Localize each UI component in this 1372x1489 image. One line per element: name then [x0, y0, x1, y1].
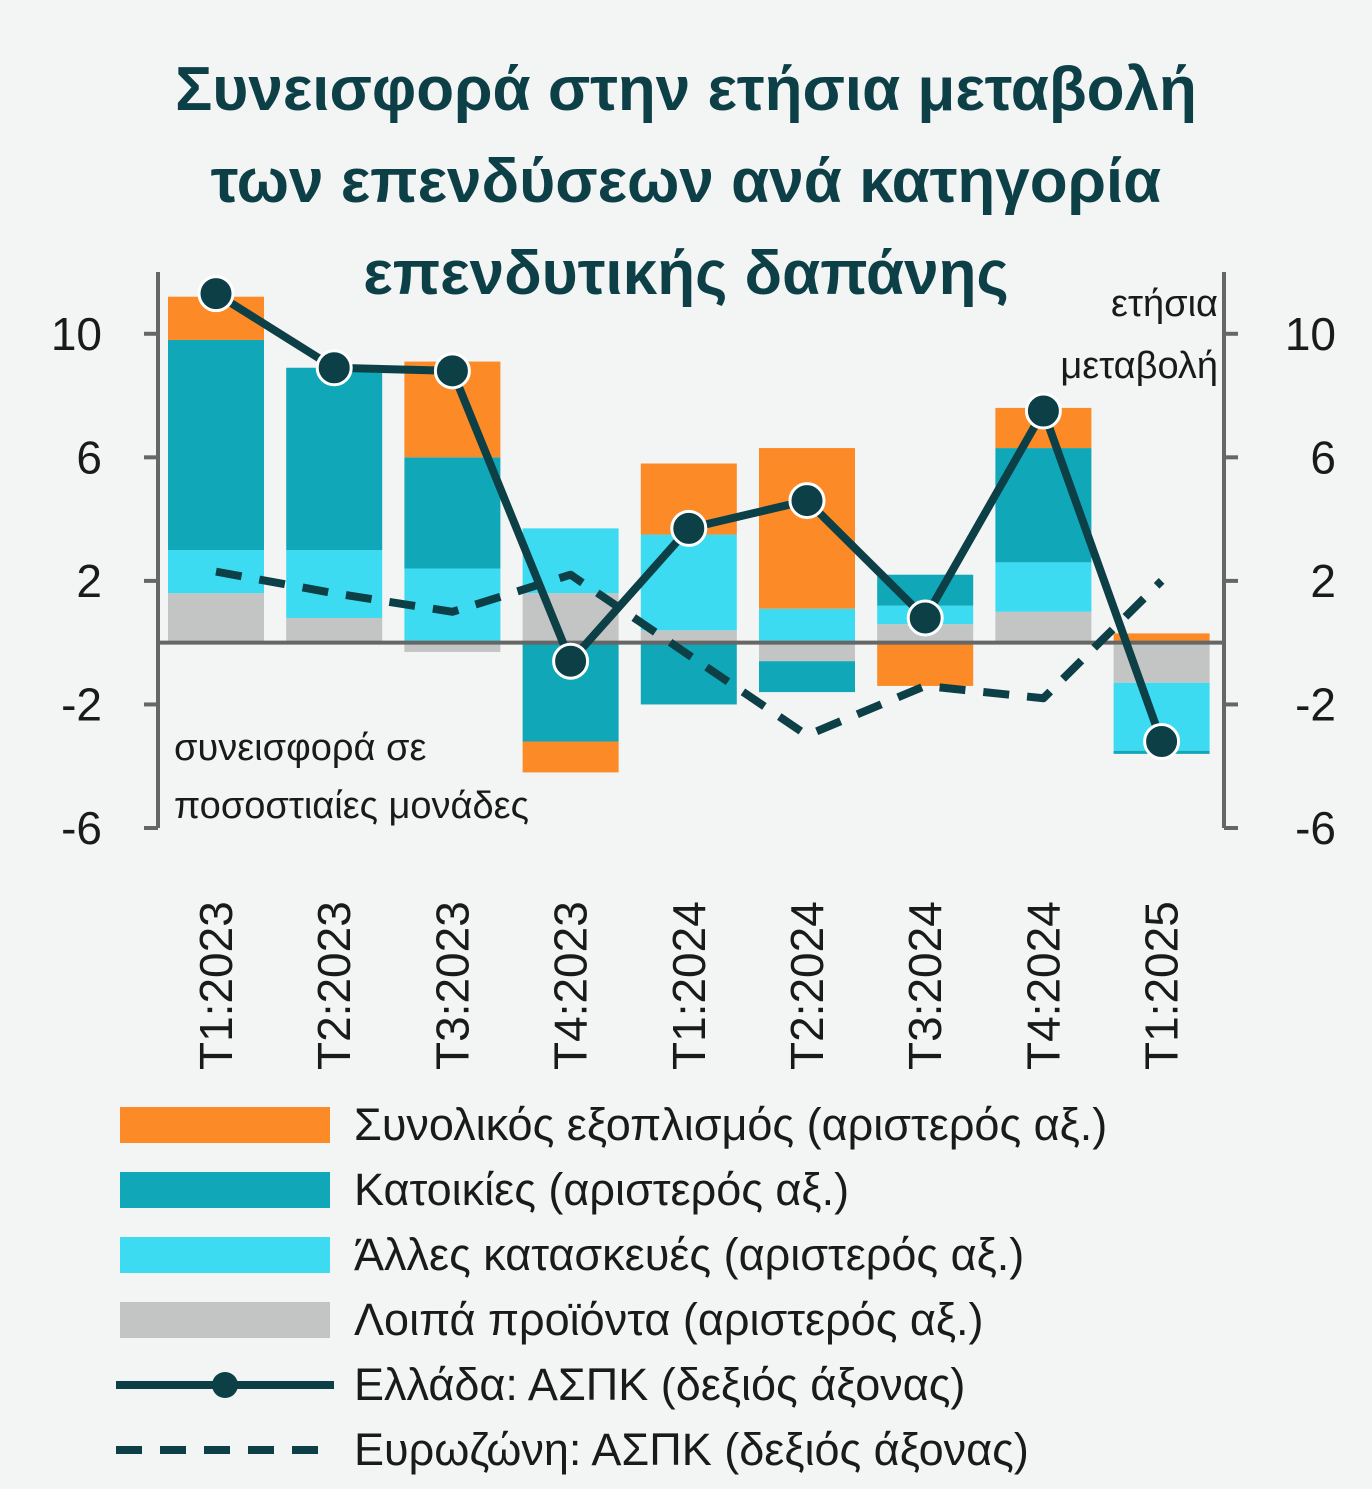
- legend-label-euro-line: Ευρωζώνη: ΑΣΠΚ (δεξιός άξονας): [354, 1423, 1029, 1475]
- greece-point-6: [788, 482, 826, 520]
- bar-other-construction-2: [286, 550, 383, 618]
- legend-label-other-products: Λοιπά προϊόντα (αριστερός αξ.): [354, 1293, 984, 1345]
- left-tick-label-2: 6: [76, 431, 102, 483]
- greece-point-5: [670, 509, 708, 547]
- right-tick-label-3: 2: [1310, 555, 1336, 607]
- left-axis-note-line-2: ποσοστιαίες μονάδες: [174, 785, 529, 827]
- category-label-5: T1:2024: [663, 901, 715, 1070]
- legend-label-equipment: Συνολικός εξοπλισμός (αριστερός αξ.): [354, 1098, 1108, 1150]
- legend-item-equipment: Συνολικός εξοπλισμός (αριστερός αξ.): [112, 1092, 1352, 1157]
- bar-dwellings-2: [286, 367, 383, 550]
- bar-dwellings-3: [404, 457, 501, 569]
- bar-other-construction-3: [404, 568, 501, 643]
- legend-item-other-products: Λοιπά προϊόντα (αριστερός αξ.): [112, 1287, 1352, 1352]
- category-label-3: T3:2023: [426, 901, 478, 1070]
- left-tick-label-3: 2: [76, 555, 102, 607]
- bar-other-construction-5: [640, 534, 737, 631]
- greece-point-7: [906, 599, 944, 637]
- right-axis-note-line-2: μεταβολή: [1060, 345, 1218, 387]
- legend-label-dwellings: Κατοικίες (αριστερός αξ.): [354, 1163, 850, 1215]
- category-label-4: T4:2023: [545, 901, 597, 1070]
- legend-item-greece-line: Ελλάδα: ΑΣΠΚ (δεξιός άξονας): [112, 1352, 1352, 1417]
- legend-swatch-equipment: [120, 1106, 330, 1143]
- axes-layer: [144, 272, 1238, 830]
- greece-point-1: [197, 275, 235, 313]
- legend-item-other-construction: Άλλες κατασκευές (αριστερός αξ.): [112, 1222, 1352, 1287]
- title-line-2: των επενδύσεων ανά κατηγορία: [210, 147, 1162, 216]
- legend-label-other-construction: Άλλες κατασκευές (αριστερός αξ.): [354, 1228, 1025, 1280]
- category-label-2: T2:2023: [308, 901, 360, 1070]
- greece-point-4: [552, 642, 590, 680]
- legend-swatch-other-construction: [120, 1236, 330, 1273]
- chart-plot: 10 6 2 -2 -6 10 6 2 -2 -6 T1:2023 T2:2023 T3:2023 T4:…: [51, 272, 1336, 1070]
- legend-label-greece-line: Ελλάδα: ΑΣΠΚ (δεξιός άξονας): [354, 1358, 966, 1410]
- right-tick-label-5: -6: [1295, 802, 1336, 854]
- eurozone-line: [215, 567, 1165, 740]
- bar-other-construction-8: [995, 562, 1092, 612]
- title-line-1: Συνεισφορά στην ετήσια μεταβολή: [175, 55, 1197, 124]
- category-label-7: T3:2024: [899, 901, 951, 1070]
- legend-swatch-other-products: [120, 1301, 330, 1338]
- greece-point-9: [1143, 723, 1181, 761]
- greece-point-2: [315, 349, 353, 387]
- left-tick-label-5: -6: [61, 802, 102, 854]
- bar-other-products-5: [640, 630, 737, 643]
- left-tick-label-4: -2: [61, 678, 102, 730]
- bar-other-products-6: [759, 642, 855, 662]
- legend-item-euro-line: Ευρωζώνη: ΑΣΠΚ (δεξιός άξονας): [112, 1417, 1352, 1482]
- legend-swatch-greece-line: [116, 1371, 334, 1398]
- legend-swatch-euro-line: [116, 1445, 334, 1454]
- right-tick-label-2: 6: [1310, 431, 1336, 483]
- title-line-3: επενδυτικής δαπάνης: [363, 239, 1009, 308]
- bar-other-construction-6: [759, 608, 855, 643]
- bar-other-products-1: [168, 593, 264, 643]
- bar-equipment-4: [522, 741, 619, 773]
- legend-item-dwellings: Κατοικίες (αριστερός αξ.): [112, 1157, 1352, 1222]
- bar-other-products-3: [404, 642, 501, 652]
- chart-title: Συνεισφορά στην ετήσια μεταβολή των επεν…: [0, 44, 1372, 320]
- bar-other-products-4: [522, 593, 619, 643]
- bar-equipment-7: [877, 642, 974, 686]
- category-label-8: T4:2024: [1017, 901, 1069, 1070]
- bar-equipment-9: [1113, 633, 1210, 643]
- greece-point-8: [1024, 392, 1062, 430]
- legend-swatch-dwellings: [120, 1171, 330, 1208]
- category-label-9: T1:2025: [1136, 901, 1188, 1070]
- left-tick-label-1: 10: [51, 308, 102, 360]
- category-label-1: T1:2023: [190, 901, 242, 1070]
- bar-dwellings-6: [759, 661, 855, 693]
- right-tick-label-1: 10: [1285, 308, 1336, 360]
- labels-layer: 10 6 2 -2 -6 10 6 2 -2 -6 T1:2023 T2:2023 T3:2023 T4:…: [51, 308, 1336, 1070]
- bar-dwellings-1: [168, 339, 264, 550]
- category-label-6: T2:2024: [781, 901, 833, 1070]
- chart-legend: Συνολικός εξοπλισμός (αριστερός αξ.) Κατ…: [112, 1092, 1352, 1482]
- greece-point-3: [433, 352, 471, 390]
- lines-layer: [197, 275, 1181, 761]
- left-axis-note-line-1: συνεισφορά σε: [174, 727, 426, 769]
- bar-other-products-8: [995, 611, 1092, 643]
- right-tick-label-4: -2: [1295, 678, 1336, 730]
- bar-other-products-2: [286, 617, 383, 643]
- right-axis-note-line-1: ετήσια: [1111, 283, 1218, 325]
